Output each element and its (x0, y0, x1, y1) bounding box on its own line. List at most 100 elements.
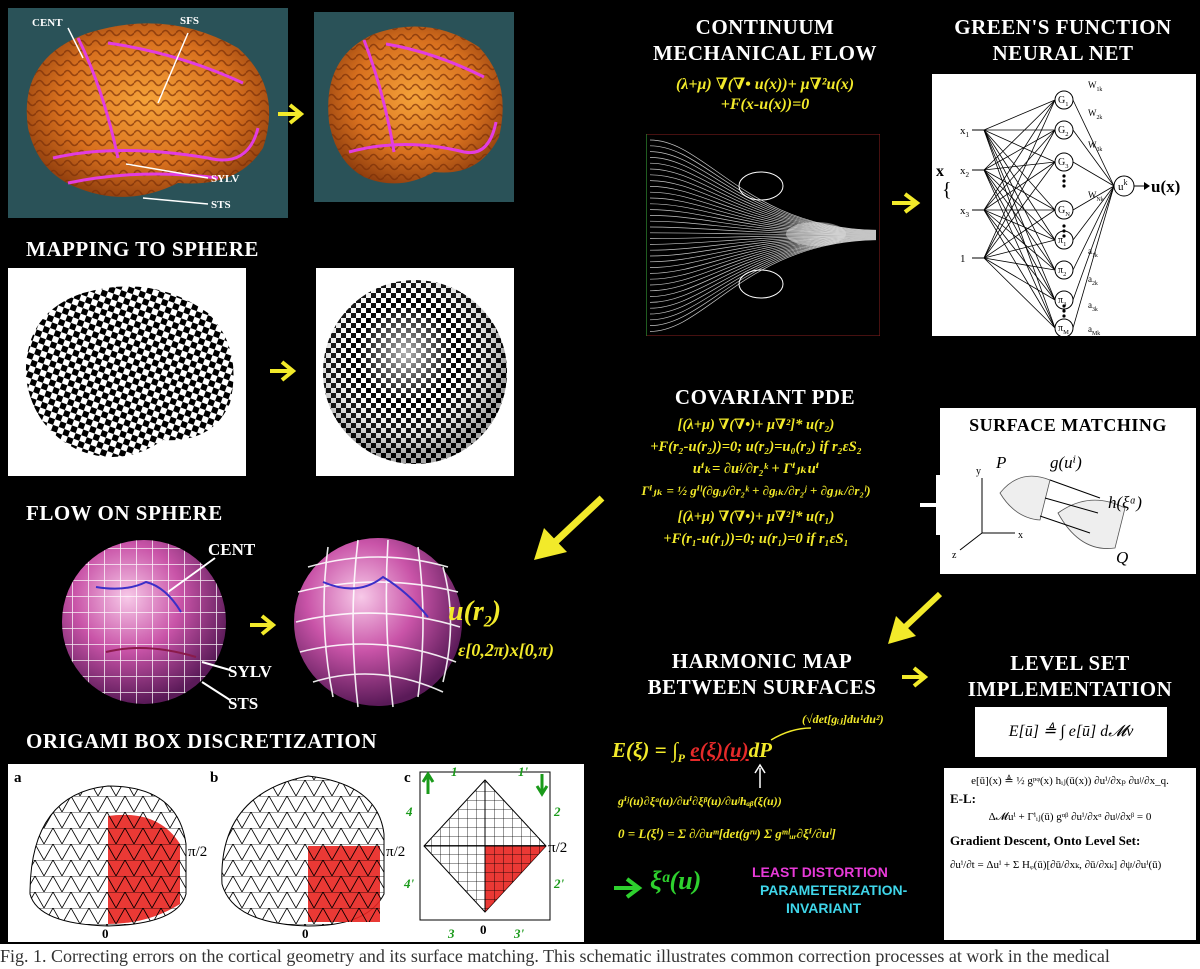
nn-pi-node (1054, 260, 1074, 280)
origami-c-zero: 0 (480, 922, 487, 937)
levelset-el-label: E-L: (950, 791, 976, 806)
label-q: Q (1116, 548, 1128, 567)
figure-panel: CENT SFS SYLV STS CONTINUUM MECHANICAL F… (0, 0, 1200, 944)
origami-a-pi2: π/2 (188, 844, 207, 860)
nn-g-node (1054, 200, 1074, 220)
label-h: h(ξᵅ) (1108, 493, 1142, 512)
nn-pi-node-label: π3 (1058, 295, 1066, 308)
nn-connection (983, 129, 1056, 271)
nn-connection (983, 161, 1056, 211)
heading-greens-line2: NEURAL NET (992, 41, 1134, 65)
levelset-equations-panel: e[ū](x) ≜ ½ gᵖᵠ(x) hᵢⱼ(ū(x)) ∂uⁱ/∂xₚ ∂uʲ… (944, 768, 1196, 940)
harmonic-sqrt-term: (√det[gᵢⱼ]du¹du²) (802, 712, 884, 726)
nn-connection (983, 129, 1056, 259)
covariant-eq-line5: [(λ+μ) ∇(∇•)+ μ∇²]* u(r₁) (677, 509, 835, 525)
nn-g-node (1054, 152, 1074, 172)
nn-input-label: x2 (960, 165, 970, 179)
nn-weight-label: W1k (1088, 80, 1102, 93)
nn-a-label: a1k (1088, 246, 1098, 259)
nn-connection (1072, 129, 1115, 187)
nn-a-label: a3k (1088, 300, 1098, 313)
nn-connection (1072, 185, 1115, 301)
pointer-line (201, 661, 231, 701)
covariant-eq-line6: +F(r₁-u(r₁))=0; u(r₁)=0 if r₁εS₁ (663, 531, 849, 547)
nn-pi-node-label: π1 (1058, 235, 1066, 248)
levelset-eq3: ∂uⁱ/∂t = Δuⁱ + Σ Hᵩ(ū)[∂ū/∂xₖ, ∂ū/∂xₖ] ∂… (950, 859, 1162, 871)
arrow-down-left-icon (888, 591, 943, 644)
nn-connection (983, 209, 1056, 271)
arrow-down-left-icon (534, 495, 605, 560)
nn-pi-node (1054, 290, 1074, 310)
nn-ellipsis-dot (1062, 314, 1066, 318)
nn-x-label: x (936, 163, 944, 180)
axis-x: x (1018, 530, 1023, 541)
flow-label-sts: STS (228, 694, 259, 713)
nn-connection (983, 161, 1056, 259)
origami-a-zero: 0 (102, 926, 109, 941)
nn-connection (983, 169, 1056, 211)
parameterization-label: PARAMETERIZATION- (760, 882, 908, 898)
nn-output-node: uk (1118, 178, 1128, 193)
origami-c-top2: 1' (518, 764, 529, 779)
nn-ellipsis-dot (1062, 234, 1066, 238)
nn-g-node-label: G2 (1058, 125, 1068, 138)
continuum-equation-line1: (λ+μ) ∇(∇• u(x))+ μ∇²u(x) (675, 76, 855, 93)
checkered-brain-image (8, 268, 246, 476)
nn-weight-label: W2k (1088, 108, 1102, 121)
harmonic-eq-line3: 0 = L(ξⁱ) = Σ ∂/∂uᵐ[det(gʳᵘ) Σ gᵐˡᵤᵣ∂ξⁱ/… (618, 826, 836, 841)
brain-image-warped (314, 12, 514, 202)
nn-ellipsis-dot (1062, 229, 1066, 233)
origami-c-left2: 4' (403, 876, 415, 891)
nn-connection (983, 209, 1056, 241)
nn-a-label: aMk (1088, 324, 1100, 336)
label-p: P (995, 453, 1006, 472)
nn-connection (983, 239, 1056, 259)
origami-c-bot2: 3' (513, 926, 525, 941)
label-g: g(uⁱ) (1050, 453, 1082, 472)
nn-connection (983, 257, 1056, 271)
nn-g-node (1054, 120, 1074, 140)
nn-input-label: x1 (960, 125, 970, 139)
flow-streamline (649, 239, 877, 332)
arrow-right-icon (892, 192, 921, 214)
label-sfs: SFS (180, 15, 199, 27)
nn-connection (983, 99, 1056, 131)
nn-connection (983, 129, 1056, 241)
nn-input-label: 1 (960, 253, 966, 265)
flow-sphere-left (62, 540, 226, 704)
flow-u-label: u(r2) (448, 596, 502, 631)
arrow-right-icon (250, 614, 277, 636)
nn-connection (983, 99, 1056, 259)
heading-surface: SURFACE MATCHING (969, 415, 1167, 435)
arrow-right-icon (270, 360, 297, 382)
invariant-label: INVARIANT (786, 900, 862, 916)
origami-c-pi2: π/2 (548, 840, 567, 856)
covariant-eq-line2: +F(r₂-u(r₂))=0; u(r₂)=u₀(r₂) if r₂εS₂ (650, 439, 862, 455)
nn-ellipsis-dot (1062, 184, 1066, 188)
nn-connection (983, 257, 1056, 301)
pointer-line (167, 557, 216, 593)
nn-ellipsis-dot (1062, 304, 1066, 308)
heading-flow: FLOW ON SPHERE (26, 501, 223, 525)
least-distortion-label: LEAST DISTORTION (752, 864, 888, 880)
nn-connection (1072, 185, 1115, 329)
covariant-equations: [(λ+μ) ∇(∇•)+ μ∇²]* u(r₂) +F(r₂-u(r₂))=0… (586, 414, 926, 550)
heading-harmonic-line1: HARMONIC MAP (671, 649, 853, 673)
nn-connection (983, 129, 1056, 171)
heading-levelset-line2: IMPLEMENTATION (967, 677, 1173, 701)
surface-matching-panel: SURFACE MATCHING y x z P g(uⁱ) h(ξᵅ) Q (940, 408, 1196, 574)
origami-panel: a π/2 0 b π/2 0 c 1 1' 4 4' (8, 764, 584, 942)
origami-label-c: c (404, 770, 411, 786)
constraint-bar (920, 475, 940, 535)
heading-levelset-line1: LEVEL SET (1010, 651, 1130, 675)
label-sylv: SYLV (211, 173, 239, 185)
origami-c-bot1: 3 (447, 926, 455, 941)
covariant-eq-line3: uⁱₖ= ∂uʲ/∂r₂ᵏ + Γⁱⱼₖuⁱ (692, 461, 820, 477)
nn-a-label: a2k (1088, 274, 1098, 287)
nn-connection (1072, 185, 1115, 211)
origami-label-a: a (14, 770, 22, 786)
nn-connection (1072, 161, 1115, 187)
nn-input-label: x3 (960, 205, 970, 219)
nn-g-node-label: G1 (1058, 95, 1068, 108)
